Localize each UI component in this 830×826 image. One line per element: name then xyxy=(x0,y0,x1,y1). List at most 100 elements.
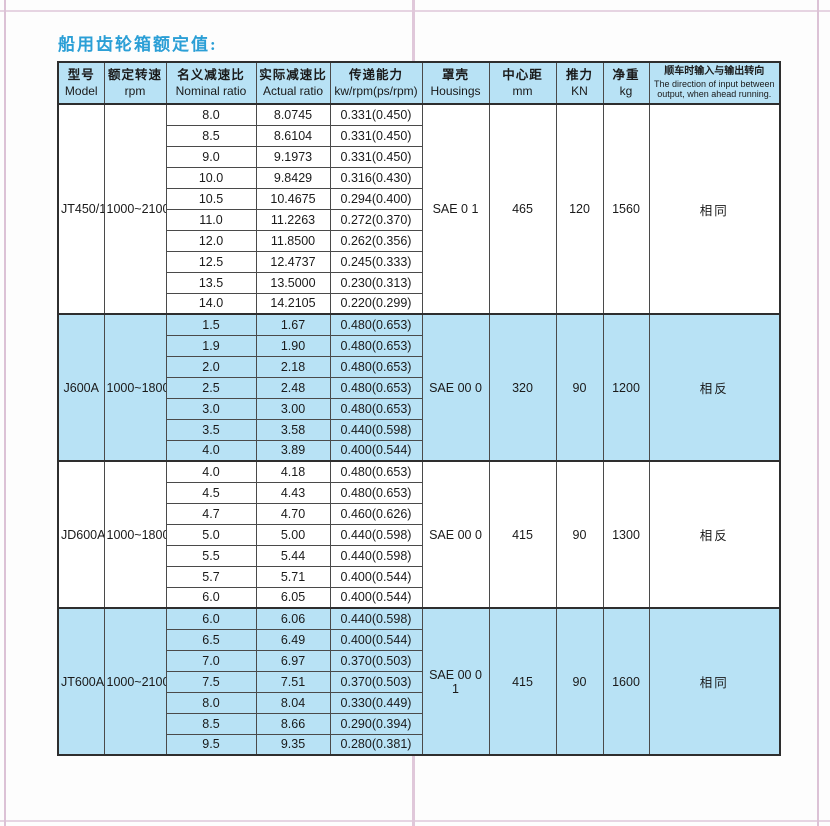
nominal-ratio-cell: 3.0 xyxy=(165,397,257,420)
col-header-model-en: Model xyxy=(64,83,98,98)
actual-ratio-cell: 1.90 xyxy=(255,334,331,357)
nominal-ratio-cell: 8.5 xyxy=(165,712,257,735)
col-header-housings-zh: 罩壳 xyxy=(441,67,469,82)
housing-cell: SAE 00 0 1 xyxy=(421,607,490,756)
col-header-capacity-zh: 传递能力 xyxy=(348,67,403,82)
capacity-cell: 0.290(0.394) xyxy=(329,712,423,735)
weight-cell: 1200 xyxy=(602,313,650,462)
actual-ratio-cell: 11.2263 xyxy=(255,208,331,231)
table-row: 10.5 10.4675 0.294(0.400) xyxy=(58,187,780,210)
actual-ratio-cell: 13.5000 xyxy=(255,271,331,294)
center-distance-cell: 415 xyxy=(488,460,557,609)
nominal-ratio-cell: 10.5 xyxy=(165,187,257,210)
col-header-nominal-ratio-en: Nominal ratio xyxy=(175,83,247,98)
capacity-cell: 0.400(0.544) xyxy=(329,439,423,462)
capacity-cell: 0.272(0.370) xyxy=(329,208,423,231)
nominal-ratio-cell: 1.9 xyxy=(165,334,257,357)
model-cell: JT600A xyxy=(57,607,105,756)
actual-ratio-cell: 3.00 xyxy=(255,397,331,420)
nominal-ratio-cell: 4.5 xyxy=(165,481,257,504)
thrust-cell: 90 xyxy=(555,313,604,462)
capacity-cell: 0.480(0.653) xyxy=(329,460,423,483)
capacity-cell: 0.480(0.653) xyxy=(329,397,423,420)
col-header-nominal-ratio-zh: 名义减速比 xyxy=(177,67,245,82)
capacity-cell: 0.400(0.544) xyxy=(329,628,423,651)
actual-ratio-cell: 1.67 xyxy=(255,313,331,336)
nominal-ratio-cell: 8.5 xyxy=(165,124,257,147)
col-header-center-distance: 中心距 mm xyxy=(488,61,557,105)
actual-ratio-cell: 6.49 xyxy=(255,628,331,651)
capacity-cell: 0.294(0.400) xyxy=(329,187,423,210)
nominal-ratio-cell: 4.0 xyxy=(165,460,257,483)
actual-ratio-cell: 8.6104 xyxy=(255,124,331,147)
model-cell: JD600A xyxy=(57,460,105,609)
direction-cell: 相反 xyxy=(648,313,781,462)
rated-speed-cell: 1000~1800 xyxy=(103,313,167,462)
nominal-ratio-cell: 6.0 xyxy=(165,586,257,609)
capacity-cell: 0.316(0.430) xyxy=(329,166,423,189)
table-row: 13.5 13.5000 0.230(0.313) xyxy=(58,271,780,294)
capacity-cell: 0.400(0.544) xyxy=(329,565,423,588)
model-cell: JT450/1 xyxy=(57,103,105,315)
nominal-ratio-cell: 1.5 xyxy=(165,313,257,336)
housing-cell: SAE 00 0 xyxy=(421,313,490,462)
capacity-cell: 0.245(0.333) xyxy=(329,250,423,273)
rated-speed-cell: 1000~2100 xyxy=(103,607,167,756)
col-header-actual-ratio-en: Actual ratio xyxy=(262,83,324,98)
col-header-center-distance-zh: 中心距 xyxy=(502,67,543,82)
weight-cell: 1560 xyxy=(602,103,650,315)
col-header-direction: 顺车时输入与输出转向 The direction of input betwee… xyxy=(648,61,781,105)
thrust-cell: 90 xyxy=(555,607,604,756)
col-header-center-distance-en: mm xyxy=(512,83,533,98)
col-header-thrust: 推力 KN xyxy=(555,61,604,105)
capacity-cell: 0.280(0.381) xyxy=(329,733,423,756)
actual-ratio-cell: 5.71 xyxy=(255,565,331,588)
table-row: 2.5 2.48 0.480(0.653) xyxy=(58,376,780,399)
page-margin-line-bottom xyxy=(0,820,830,822)
capacity-cell: 0.370(0.503) xyxy=(329,670,423,693)
col-header-model-zh: 型号 xyxy=(67,67,95,82)
col-header-direction-en: The direction of input between output, w… xyxy=(653,78,775,100)
direction-cell: 相反 xyxy=(648,460,781,609)
col-header-capacity-en: kw/rpm(ps/rpm) xyxy=(334,83,418,98)
nominal-ratio-cell: 5.5 xyxy=(165,544,257,567)
direction-cell: 相同 xyxy=(648,607,781,756)
actual-ratio-cell: 6.05 xyxy=(255,586,331,609)
table-row: 12.5 12.4737 0.245(0.333) xyxy=(58,250,780,273)
model-cell: J600A xyxy=(57,313,105,462)
actual-ratio-cell: 3.58 xyxy=(255,418,331,441)
rated-speed-cell: 1000~2100 xyxy=(103,103,167,315)
page-margin-line-top xyxy=(0,10,830,12)
col-header-thrust-zh: 推力 xyxy=(565,67,593,82)
actual-ratio-cell: 14.2105 xyxy=(255,292,331,315)
actual-ratio-cell: 4.70 xyxy=(255,502,331,525)
col-header-housings-en: Housings xyxy=(430,83,481,98)
capacity-cell: 0.480(0.653) xyxy=(329,481,423,504)
table-row: 11.0 11.2263 0.272(0.370) xyxy=(58,208,780,231)
housing-cell: SAE 00 0 xyxy=(421,460,490,609)
actual-ratio-cell: 11.8500 xyxy=(255,229,331,252)
table-row: 6.5 6.49 0.400(0.544) xyxy=(58,628,780,651)
col-header-thrust-en: KN xyxy=(571,83,588,98)
nominal-ratio-cell: 12.5 xyxy=(165,250,257,273)
capacity-cell: 0.230(0.313) xyxy=(329,271,423,294)
table-row: JT600A 1000~2100 6.0 6.06 0.440(0.598) SAE 00… xyxy=(57,607,781,756)
actual-ratio-cell: 7.51 xyxy=(255,670,331,693)
actual-ratio-cell: 10.4675 xyxy=(255,187,331,210)
capacity-cell: 0.440(0.598) xyxy=(329,544,423,567)
nominal-ratio-cell: 2.0 xyxy=(165,355,257,378)
capacity-cell: 0.460(0.626) xyxy=(329,502,423,525)
nominal-ratio-cell: 11.0 xyxy=(165,208,257,231)
col-header-net-weight-zh: 净重 xyxy=(612,67,640,82)
col-header-housings: 罩壳 Housings xyxy=(421,61,490,105)
catalog-page-content: 船用齿轮箱额定值: 型号 Model 额定转速 rpm 名义减速比 Nomina… xyxy=(57,30,781,756)
actual-ratio-cell: 5.00 xyxy=(255,523,331,546)
actual-ratio-cell: 2.18 xyxy=(255,355,331,378)
actual-ratio-cell: 12.4737 xyxy=(255,250,331,273)
nominal-ratio-cell: 8.0 xyxy=(165,691,257,714)
table-row: 1.9 1.90 0.480(0.653) xyxy=(58,334,780,357)
weight-cell: 1600 xyxy=(602,607,650,756)
nominal-ratio-cell: 6.5 xyxy=(165,628,257,651)
col-header-capacity: 传递能力 kw/rpm(ps/rpm) xyxy=(329,61,423,105)
nominal-ratio-cell: 4.0 xyxy=(165,439,257,462)
